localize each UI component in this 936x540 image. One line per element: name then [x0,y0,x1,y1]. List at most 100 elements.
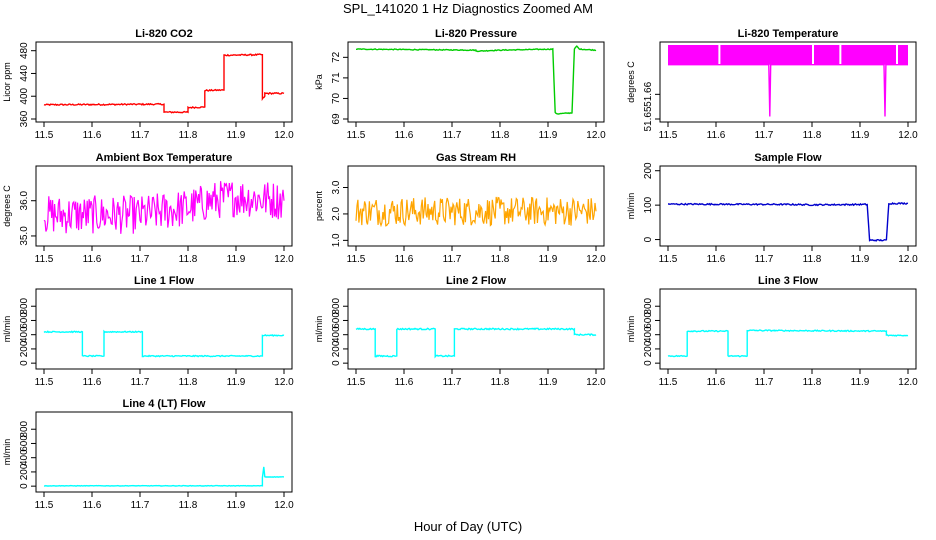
y-tick-label: 51.65 [643,106,654,131]
x-tick-label: 11.6 [395,130,414,141]
panel-1: Li-820 CO2 Licor ppm 11.5 11.6 11.7 11.8 11.9 1… [2,28,294,141]
y-tick-label: 800 [19,297,30,314]
x-tick-label: 11.7 [443,254,462,265]
y-tick-label: 800 [331,297,342,314]
x-tick-label: 12.0 [586,377,606,388]
x-tick-label: 11.5 [659,130,678,141]
plot-frame [347,41,605,123]
x-tick-label: 12.0 [898,377,918,388]
plot-frame [659,165,917,247]
x-tick-label: 12.0 [898,254,918,265]
x-tick-label: 11.7 [131,254,150,265]
panel-title: Line 3 Flow [758,275,818,287]
y-tick-label: 2.0 [331,207,342,221]
y-tick-label: 600 [643,312,654,329]
panel-title: Ambient Box Temperature [96,152,233,164]
x-tick-label: 11.7 [755,377,774,388]
y-tick-label: 0 [331,360,342,366]
y-tick-label: 480 [19,42,30,59]
series-line [668,201,909,242]
y-tick-label: 200 [643,340,654,357]
x-tick-label: 12.0 [274,500,294,511]
y-tick-label: 400 [643,326,654,343]
plot-frame [347,165,605,247]
x-tick-label: 11.5 [347,254,366,265]
panel-title: Li-820 CO2 [135,28,192,40]
y-tick-label: 200 [643,162,654,179]
y-tick-label: 200 [19,340,30,357]
y-tick-label: 72 [331,51,342,63]
y-tick-label: 0 [19,483,30,489]
panel-title: Line 1 Flow [134,275,194,287]
series-line [43,466,285,487]
y-tick-label: 800 [643,297,654,314]
panel-9: Line 3 Flow ml/min 11.5 11.6 11.7 11.8 11.9 12.… [626,275,918,388]
y-tick-label: 600 [331,312,342,329]
y-axis-label: ml/min [626,193,636,220]
y-tick-label: 69 [331,113,342,125]
x-tick-label: 12.0 [898,130,918,141]
series-line [43,53,285,114]
plot-frame [35,41,293,123]
y-tick-label: 70 [331,92,342,104]
panel-title: Gas Stream RH [436,152,516,164]
y-tick-label: 200 [331,340,342,357]
x-tick-label: 11.6 [83,500,102,511]
y-tick-label: 3.0 [331,180,342,194]
plot-frame [35,411,293,493]
x-tick-label: 11.9 [227,254,246,265]
x-tick-label: 11.7 [755,130,774,141]
x-tick-label: 11.8 [491,254,510,265]
x-tick-label: 11.7 [755,254,774,265]
x-tick-label: 11.6 [395,254,414,265]
panel-2: Li-820 Pressure kPa 11.5 11.6 11.7 11.8 11.9 12… [314,28,606,141]
series-line [43,329,285,358]
y-axis-label: ml/min [314,316,324,343]
plot-frame [35,165,293,247]
x-tick-label: 11.8 [491,130,510,141]
y-tick-label: 0 [643,236,654,242]
y-axis-label: ml/min [626,316,636,343]
x-tick-label: 11.9 [539,254,558,265]
series-gap [839,45,842,65]
y-tick-label: 440 [19,65,30,82]
x-tick-label: 11.8 [803,254,822,265]
panel-4: Ambient Box Temperature degrees C 11.5 11.6… [2,152,294,265]
series-gap [896,45,898,65]
series-line [355,196,597,228]
panel-title: Line 4 (LT) Flow [123,398,206,410]
y-tick-label: 51.66 [643,81,654,106]
x-tick-label: 11.8 [491,377,510,388]
plot-frame [35,288,293,370]
y-tick-label: 400 [331,326,342,343]
y-tick-label: 360 [19,110,30,127]
x-tick-label: 11.8 [179,500,198,511]
y-axis-label: Licor ppm [2,62,12,102]
series-gap [812,45,814,65]
panel-title: Li-820 Pressure [435,28,517,40]
x-tick-label: 11.7 [131,377,150,388]
y-tick-label: 600 [19,435,30,452]
y-axis-label: kPa [314,74,324,90]
x-tick-label: 11.8 [803,130,822,141]
x-tick-label: 11.9 [227,130,246,141]
x-tick-label: 12.0 [274,254,294,265]
series-line [668,63,908,117]
y-axis-label: ml/min [2,316,12,343]
panel-6: Sample Flow ml/min 11.5 11.6 11.7 11.8 11.9 12.… [626,152,918,265]
x-tick-label: 11.6 [83,254,102,265]
y-tick-label: 200 [19,463,30,480]
x-tick-label: 11.5 [35,130,54,141]
x-tick-label: 11.6 [395,377,414,388]
plot-frame [659,288,917,370]
x-tick-label: 11.9 [227,377,246,388]
panel-title: Sample Flow [754,152,822,164]
x-tick-label: 11.9 [851,130,870,141]
y-axis-label: degrees C [2,185,12,227]
x-tick-label: 12.0 [586,254,606,265]
series-line [667,329,909,358]
panel-title: Li-820 Temperature [738,28,839,40]
x-tick-label: 11.5 [659,377,678,388]
x-tick-label: 11.5 [347,130,366,141]
x-tick-label: 11.5 [35,254,54,265]
